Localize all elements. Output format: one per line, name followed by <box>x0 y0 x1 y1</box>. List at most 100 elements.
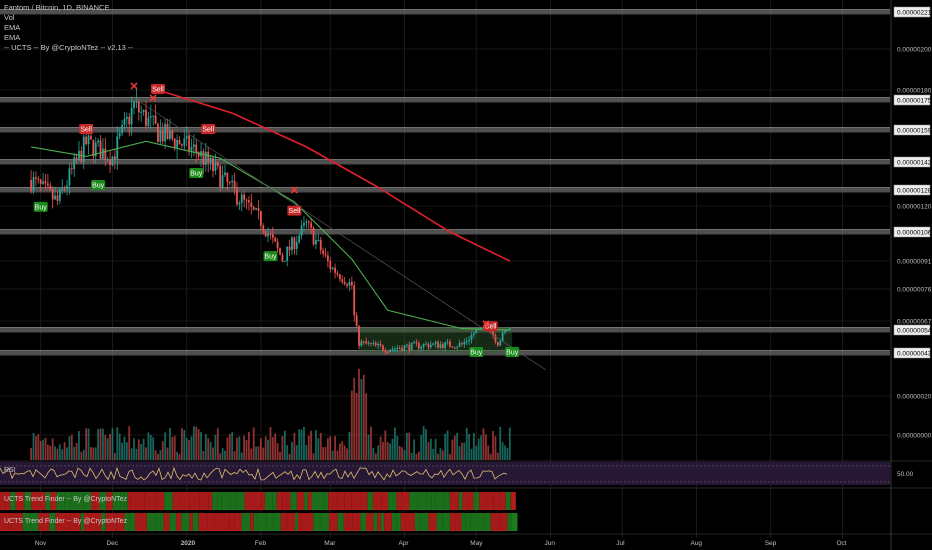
volume-bar <box>413 439 415 460</box>
candle-body <box>224 172 226 176</box>
volume-bar <box>456 432 459 460</box>
trend-cell <box>160 513 164 531</box>
volume-bar <box>97 428 100 460</box>
trend-finder-panel-2 <box>0 512 518 531</box>
price-tick-label: 0.00000000 <box>897 433 932 440</box>
trend-cell <box>22 513 31 531</box>
volume-bar <box>506 447 509 460</box>
candle-body <box>434 341 437 344</box>
volume-bar <box>204 434 207 460</box>
volume-bar <box>30 448 33 460</box>
volume-bar <box>429 438 432 460</box>
candle-body <box>370 342 372 344</box>
volume-bar <box>58 444 61 460</box>
volume-bar <box>504 445 506 460</box>
volume-bar <box>245 439 248 460</box>
volume-bar <box>310 430 313 460</box>
volume-bar <box>398 445 401 460</box>
trend-cell <box>396 513 401 531</box>
trend-cell <box>156 492 165 510</box>
candle-body <box>480 327 482 329</box>
trend-cell <box>134 513 143 531</box>
candle-body <box>429 344 432 348</box>
candle-body <box>327 255 329 261</box>
time-tick-label: Nov <box>35 540 47 547</box>
volume-bar <box>389 443 392 460</box>
buy-label: Buy <box>35 204 48 211</box>
trend-cell <box>493 492 500 510</box>
trend-cell <box>470 513 477 531</box>
volume-bar <box>386 442 389 460</box>
legend-ema-slow[interactable]: EMA <box>4 33 21 42</box>
legend-ema-fast[interactable]: EMA <box>4 23 21 32</box>
ema-slow-line <box>157 89 511 262</box>
sell-tag <box>201 124 216 134</box>
trend-cell <box>176 513 182 531</box>
candle-body <box>128 116 131 125</box>
trend-cell <box>304 492 308 510</box>
trend-cell <box>49 513 56 531</box>
candle-body <box>255 208 257 210</box>
rsi-label[interactable]: RSI <box>4 467 16 474</box>
trend-cell <box>69 513 75 531</box>
volume-bar <box>102 428 104 460</box>
trend-cell <box>250 513 254 531</box>
price-tag-box <box>893 347 931 359</box>
candle-body <box>75 157 78 161</box>
trend-cell <box>75 492 84 510</box>
candle-body <box>166 123 169 140</box>
candle-body <box>458 343 461 347</box>
volume-bar <box>293 432 296 460</box>
candle-body <box>44 181 47 184</box>
volume-bar <box>257 446 260 460</box>
candle-body <box>348 281 351 286</box>
trend-cell <box>181 513 190 531</box>
candle-body <box>343 282 346 284</box>
candle-body <box>271 234 274 238</box>
trend-cell <box>34 513 39 531</box>
volume-bar <box>331 450 334 460</box>
volume-bar <box>171 437 174 460</box>
candle-body <box>195 144 198 153</box>
trend-cell <box>112 492 121 510</box>
trend-finder-label-2[interactable]: UCTS Trend Finder -- By @CryptoNTez <box>4 518 128 525</box>
trend-cell <box>392 492 397 510</box>
candle-body <box>42 181 44 184</box>
symbol-title[interactable]: Fantom / Bitcoin, 1D, BINANCE <box>4 3 110 12</box>
volume-bar <box>286 445 289 460</box>
candle-body <box>336 272 339 275</box>
volume-bar <box>463 442 466 460</box>
candle-body <box>233 180 236 189</box>
trend-cell <box>435 492 444 510</box>
volume-bar <box>42 439 44 460</box>
volume-bar <box>149 434 152 460</box>
volume-bar <box>207 438 210 460</box>
volume-bar <box>63 442 66 460</box>
volume-bar <box>85 428 88 460</box>
trend-cell <box>320 513 330 531</box>
candle-body <box>161 130 164 142</box>
trend-cell <box>207 513 215 531</box>
trend-finder-label-1[interactable]: UCTS Trend Finder -- By @CryptoNTez <box>4 496 128 503</box>
candle-body <box>123 118 126 125</box>
trend-cell <box>449 492 459 510</box>
candle-body <box>106 159 109 161</box>
volume-bar <box>185 437 188 460</box>
volume-bar <box>99 428 102 460</box>
trend-cell <box>261 492 265 510</box>
volume-bar <box>403 450 406 460</box>
volume-bar <box>305 444 308 460</box>
candle-body <box>470 334 473 340</box>
volume-bar <box>348 432 351 460</box>
candle-body <box>410 342 413 351</box>
candle-body <box>85 136 88 145</box>
candle-body <box>257 208 260 211</box>
legend-ucts[interactable]: -- UCTS -- By @CryptoNTez -- v2.13 -- <box>4 43 133 52</box>
trend-cell <box>41 513 50 531</box>
volume-bar <box>231 432 234 460</box>
candle-body <box>499 341 502 346</box>
volume-bar <box>192 426 195 460</box>
candles <box>30 88 511 355</box>
legend-vol[interactable]: Vol <box>4 13 15 22</box>
